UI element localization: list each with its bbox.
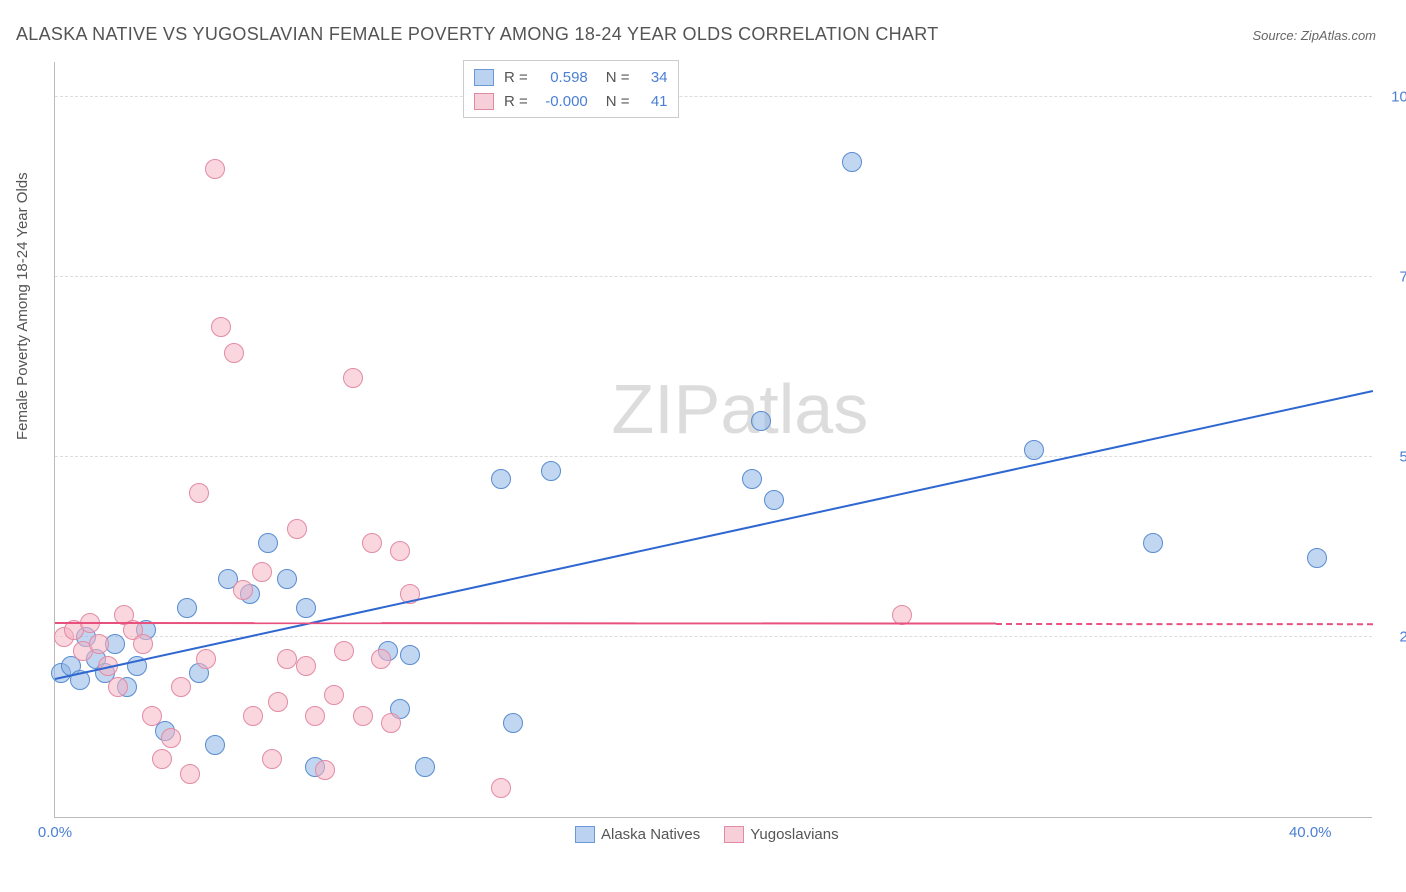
- r-value: -0.000: [536, 93, 588, 110]
- data-point: [205, 735, 225, 755]
- stats-row: R = -0.000 N = 41: [474, 89, 668, 113]
- source-attribution: Source: ZipAtlas.com: [1252, 28, 1376, 43]
- x-tick-label: 40.0%: [1289, 824, 1332, 841]
- data-point: [334, 641, 354, 661]
- data-point: [180, 764, 200, 784]
- data-point: [353, 706, 373, 726]
- correlation-stats-box: R = 0.598 N = 34 R = -0.000 N = 41: [463, 60, 679, 118]
- chart-title: ALASKA NATIVE VS YUGOSLAVIAN FEMALE POVE…: [16, 24, 939, 45]
- swatch-icon: [724, 826, 744, 843]
- r-value: 0.598: [536, 69, 588, 86]
- data-point: [541, 461, 561, 481]
- trend-line-extension: [996, 623, 1373, 625]
- data-point: [233, 580, 253, 600]
- x-tick-label: 0.0%: [38, 824, 72, 841]
- gridline-h: [55, 276, 1372, 277]
- data-point: [491, 778, 511, 798]
- stats-row: R = 0.598 N = 34: [474, 65, 668, 89]
- data-point: [362, 533, 382, 553]
- data-point: [742, 469, 762, 489]
- y-tick-label: 25.0%: [1382, 629, 1406, 646]
- data-point: [296, 598, 316, 618]
- data-point: [390, 541, 410, 561]
- data-point: [503, 713, 523, 733]
- gridline-h: [55, 96, 1372, 97]
- r-label: R =: [504, 69, 528, 86]
- plot-area: ZIPatlas R = 0.598 N = 34 R = -0.000 N =…: [54, 62, 1372, 818]
- n-value: 34: [638, 69, 668, 86]
- data-point: [177, 598, 197, 618]
- data-point: [268, 692, 288, 712]
- data-point: [171, 677, 191, 697]
- data-point: [196, 649, 216, 669]
- data-point: [108, 677, 128, 697]
- watermark: ZIPatlas: [611, 369, 868, 449]
- y-tick-label: 75.0%: [1382, 269, 1406, 286]
- data-point: [381, 713, 401, 733]
- data-point: [324, 685, 344, 705]
- legend-label: Yugoslavians: [750, 826, 838, 843]
- y-tick-label: 100.0%: [1382, 89, 1406, 106]
- watermark-bold: ZIP: [611, 370, 720, 448]
- swatch-icon: [474, 69, 494, 86]
- n-label: N =: [606, 93, 630, 110]
- data-point: [142, 706, 162, 726]
- data-point: [252, 562, 272, 582]
- data-point: [152, 749, 172, 769]
- swatch-icon: [575, 826, 595, 843]
- data-point: [842, 152, 862, 172]
- data-point: [305, 706, 325, 726]
- data-point: [1024, 440, 1044, 460]
- legend-item: Yugoslavians: [724, 826, 838, 843]
- data-point: [205, 159, 225, 179]
- n-label: N =: [606, 69, 630, 86]
- legend: Alaska Natives Yugoslavians: [575, 826, 839, 843]
- y-axis-title: Female Poverty Among 18-24 Year Olds: [14, 172, 31, 440]
- data-point: [491, 469, 511, 489]
- watermark-light: atlas: [720, 370, 868, 448]
- data-point: [211, 317, 231, 337]
- data-point: [751, 411, 771, 431]
- data-point: [133, 634, 153, 654]
- trend-line: [55, 622, 996, 625]
- data-point: [277, 569, 297, 589]
- data-point: [315, 760, 335, 780]
- data-point: [764, 490, 784, 510]
- chart-container: ALASKA NATIVE VS YUGOSLAVIAN FEMALE POVE…: [0, 0, 1406, 892]
- y-tick-label: 50.0%: [1382, 449, 1406, 466]
- r-label: R =: [504, 93, 528, 110]
- data-point: [277, 649, 297, 669]
- data-point: [224, 343, 244, 363]
- data-point: [89, 634, 109, 654]
- legend-item: Alaska Natives: [575, 826, 700, 843]
- data-point: [343, 368, 363, 388]
- data-point: [1307, 548, 1327, 568]
- gridline-h: [55, 456, 1372, 457]
- data-point: [258, 533, 278, 553]
- data-point: [400, 645, 420, 665]
- data-point: [262, 749, 282, 769]
- data-point: [189, 483, 209, 503]
- data-point: [296, 656, 316, 676]
- data-point: [1143, 533, 1163, 553]
- data-point: [287, 519, 307, 539]
- swatch-icon: [474, 93, 494, 110]
- legend-label: Alaska Natives: [601, 826, 700, 843]
- data-point: [161, 728, 181, 748]
- n-value: 41: [638, 93, 668, 110]
- data-point: [371, 649, 391, 669]
- data-point: [243, 706, 263, 726]
- data-point: [415, 757, 435, 777]
